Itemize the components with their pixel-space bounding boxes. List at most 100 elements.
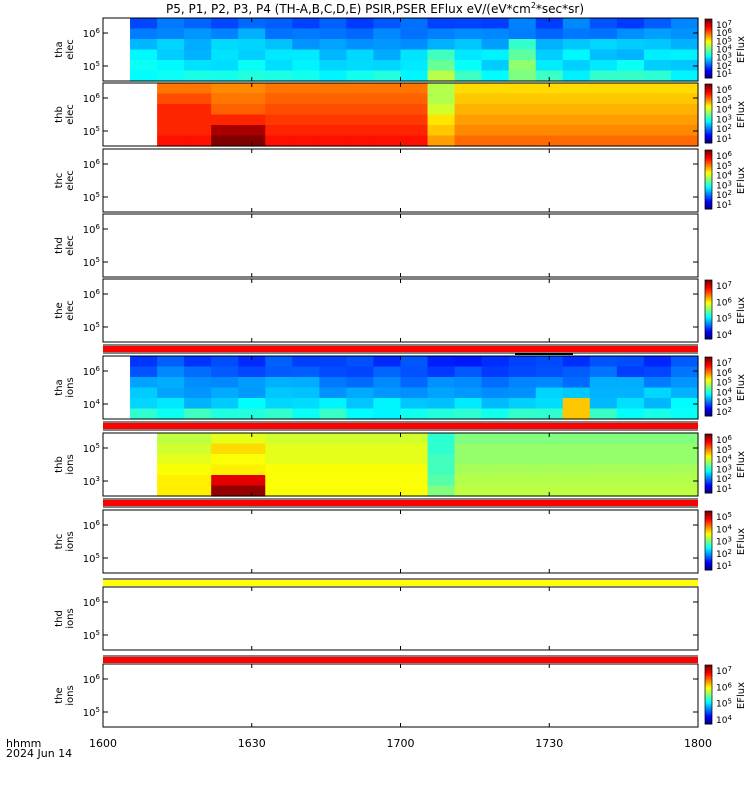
heatmap-cell [427, 125, 456, 137]
colorbar-step [705, 281, 712, 284]
heatmap-cell [238, 83, 266, 95]
heatmap-cell [643, 104, 672, 116]
colorbar-step [705, 491, 712, 494]
heatmap-cell [346, 104, 375, 116]
heatmap-cell [589, 28, 618, 40]
colorbar-step [705, 282, 712, 285]
heatmap-cell [508, 464, 537, 476]
heatmap-cell [427, 93, 456, 105]
heatmap-cell [184, 83, 212, 95]
heatmap-cell [211, 366, 239, 378]
colorbar-step [705, 556, 712, 559]
colorbar-step [705, 386, 712, 389]
heatmap-cell [562, 408, 591, 420]
heatmap-cell [346, 475, 375, 487]
heatmap-cell [427, 356, 456, 368]
colorbar-step [705, 201, 712, 204]
heatmap-cell [265, 93, 293, 105]
heatmap-cell [481, 475, 510, 487]
colorbar-step [705, 91, 712, 94]
heatmap-cell [211, 433, 239, 445]
y-tick-label: 105 [83, 552, 100, 565]
colorbar-step [705, 183, 712, 186]
heatmap-cell [400, 433, 429, 445]
colorbar-step [705, 297, 712, 300]
heatmap-cell [670, 83, 699, 95]
colorbar-step [705, 306, 712, 309]
heatmap-cell [427, 28, 456, 40]
colorbar-tick-label: 105 [716, 313, 732, 325]
colorbar-tick-label: 104 [716, 454, 732, 466]
y-tick-label: 106 [83, 223, 101, 236]
heatmap-cell [481, 49, 510, 61]
colorbar-step [705, 522, 712, 525]
heatmap-cell [670, 93, 699, 105]
panel-frame [102, 148, 699, 213]
heatmap-cell [481, 387, 510, 399]
heatmap-cell [157, 39, 185, 51]
y-tick-label: 105 [83, 125, 100, 138]
heatmap-cell [346, 408, 375, 420]
heatmap-cell [535, 443, 564, 455]
heatmap-cell [616, 28, 645, 40]
heatmap-cell [211, 70, 239, 82]
heatmap-cell [508, 433, 537, 445]
colorbar-step [705, 128, 712, 131]
heatmap-cell [670, 18, 699, 30]
heatmap-cell [265, 454, 293, 466]
colorbar-step [705, 482, 712, 485]
heatmap-cell [157, 408, 185, 420]
heatmap-cell [535, 70, 564, 82]
colorbar-tick-label: 105 [716, 160, 732, 172]
colorbar-step [705, 713, 712, 716]
heatmap-cell [670, 104, 699, 116]
heatmap-cell [346, 83, 375, 95]
colorbar-tick-label: 101 [716, 133, 732, 145]
colorbar-step [705, 487, 712, 490]
heatmap-cell [157, 485, 185, 497]
heatmap-cell [373, 18, 402, 30]
y-tick-label: 104 [83, 398, 101, 411]
heatmap-cell [616, 39, 645, 51]
colorbar-step [705, 672, 712, 675]
heatmap-cell [508, 135, 537, 147]
heatmap-cell [616, 387, 645, 399]
colorbar-step [705, 376, 712, 379]
heatmap-cell [643, 70, 672, 82]
heatmap-cell [508, 39, 537, 51]
heatmap-cell [157, 356, 185, 368]
colorbar-step [705, 448, 712, 451]
colorbar-step [705, 693, 712, 695]
heatmap-cell [616, 454, 645, 466]
heatmap-cell [211, 398, 239, 410]
colorbar-step [705, 525, 712, 528]
colorbar-step [705, 568, 712, 571]
y-tick-label: 105 [83, 442, 100, 455]
heatmap-cell [292, 104, 320, 116]
heatmap-cell [535, 464, 564, 476]
colorbar-step [705, 484, 712, 487]
heatmap-cell [211, 114, 239, 126]
colorbar-step [705, 546, 712, 549]
heatmap-cell [670, 377, 699, 389]
colorbar-step [705, 395, 712, 398]
heatmap-cell [454, 18, 483, 30]
heatmap-cell [319, 83, 348, 95]
colorbar-label: EFlux [736, 682, 747, 709]
colorbar-step [705, 405, 712, 408]
colorbar-step [705, 84, 712, 86]
heatmap-cell [346, 18, 375, 30]
colorbar-step [705, 195, 712, 198]
colorbar-step [705, 533, 712, 536]
colorbar-step [705, 387, 712, 390]
colorbar-step [705, 175, 712, 178]
heatmap-cell [481, 60, 510, 72]
heatmap-cell [454, 114, 483, 126]
panel-frame [102, 663, 699, 728]
heatmap-cell [400, 366, 429, 378]
heatmap-cell [400, 60, 429, 72]
heatmap-cell [292, 485, 320, 497]
heatmap-cell [643, 125, 672, 137]
heatmap-cell [211, 49, 239, 61]
heatmap-cell [562, 39, 591, 51]
